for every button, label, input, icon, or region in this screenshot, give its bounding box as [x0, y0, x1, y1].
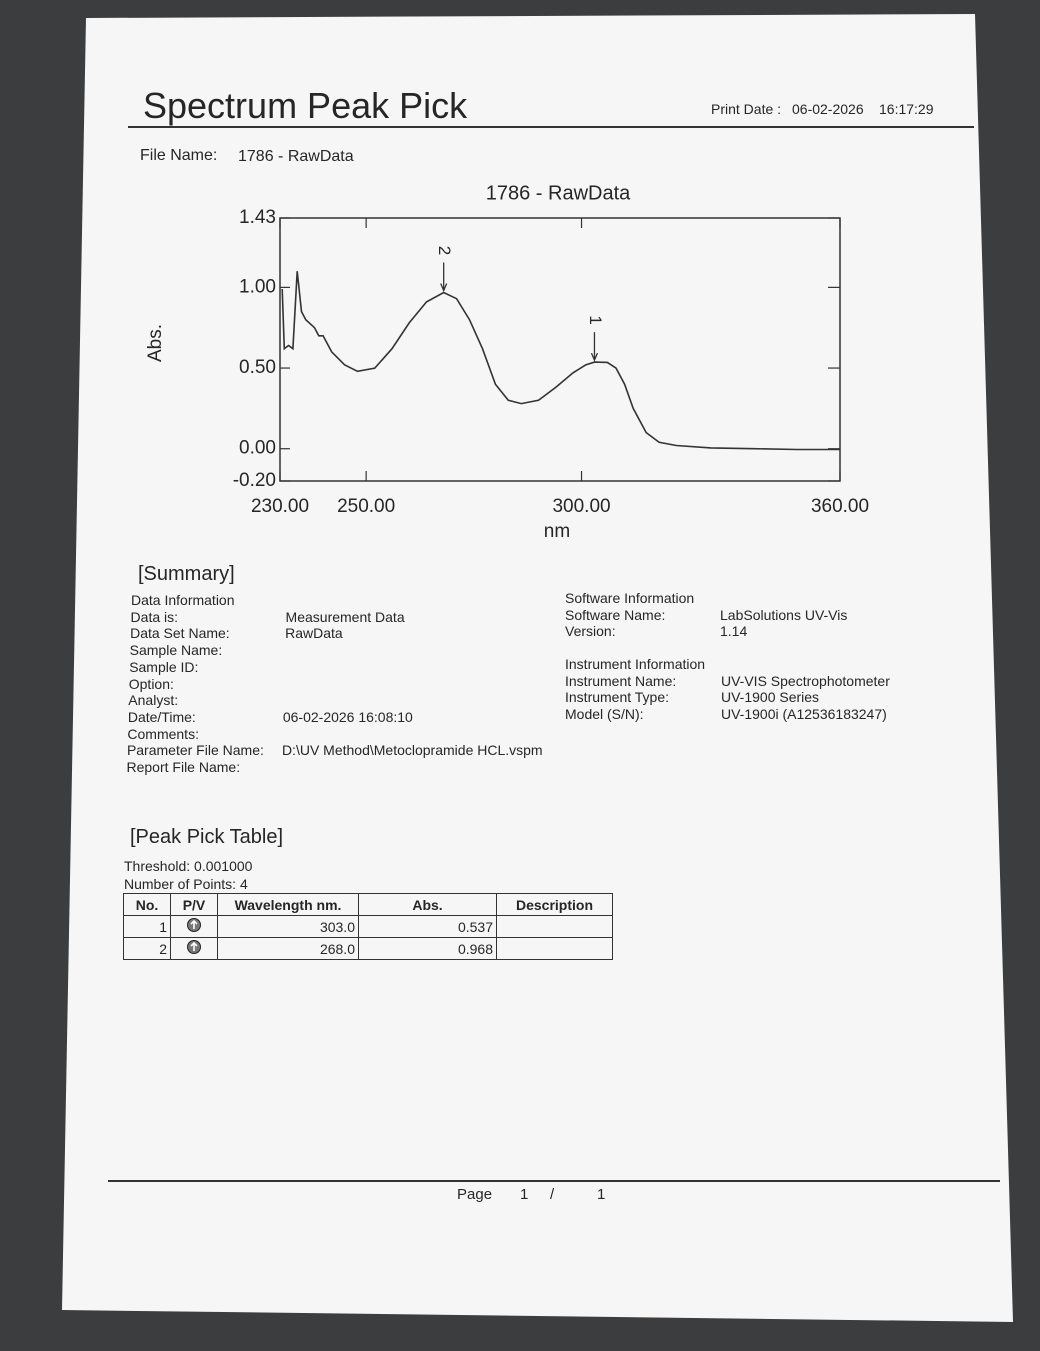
title: Spectrum Peak Pick: [143, 85, 468, 126]
no-cell: 1: [123, 915, 171, 938]
y-tick-label: 1.43: [239, 207, 276, 228]
y-tick-label: -0.20: [233, 470, 276, 491]
header-row: No. P/V Wavelength nm. Abs. Description: [123, 893, 613, 916]
field-label: Instrument Type:: [565, 689, 670, 706]
peak-table-title: [Peak Pick Table]: [130, 826, 284, 848]
section-heading: Data Information: [131, 592, 235, 608]
peak-icon: [187, 940, 201, 954]
page-label: Page: [457, 1186, 493, 1203]
field-value: 06-02-2026 16:08:10: [282, 708, 413, 725]
description-cell: [496, 937, 613, 960]
abs-cell: 0.968: [358, 937, 497, 960]
threshold: Threshold: 0.001000: [124, 858, 253, 874]
field-label: Instrument Name:: [565, 672, 677, 689]
summary-title: [Summary]: [138, 563, 235, 585]
x-tick-label: 230.00: [251, 496, 309, 517]
print-time: 16:17:29: [879, 101, 934, 117]
description-cell: [496, 915, 613, 938]
y-tick-label: 0.50: [239, 357, 276, 378]
column-header: No.: [123, 893, 171, 916]
pv-cell: [170, 915, 218, 938]
chart-title: 1786 - RawData: [486, 182, 631, 204]
print-date-label: Print Date :: [711, 101, 782, 117]
field-value: LabSolutions UV-Vis: [720, 606, 848, 623]
abs-cell: 0.537: [358, 915, 497, 938]
table-row: 1 303.0 0.537: [123, 915, 613, 938]
file-name: 1786 - RawData: [238, 148, 354, 165]
y-axis-label: Abs.: [145, 324, 166, 362]
x-tick-label: 250.00: [337, 496, 395, 517]
column-header: P/V: [170, 893, 218, 916]
file-label: File Name:: [140, 147, 218, 164]
field-label: Version:: [565, 623, 616, 640]
field-label: Report File Name:: [126, 759, 241, 775]
field-value: UV-1900 Series: [721, 689, 820, 706]
peak-arrow: [440, 262, 448, 293]
field-label: Sample ID:: [129, 658, 199, 675]
field-label: Software Name:: [565, 606, 666, 623]
chart: 1786 - RawData nm Abs. -0.20 0.00 0.50 1.00 1.4…: [145, 182, 869, 542]
page-count: 1: [597, 1186, 606, 1203]
pv-cell: [170, 937, 218, 960]
plot-frame: [279, 217, 841, 482]
field-label: Sample Name:: [129, 642, 223, 659]
field-label: Comments:: [127, 725, 199, 742]
x-tick-label: 360.00: [811, 496, 869, 517]
rule: [128, 126, 974, 128]
x-axis-label: nm: [544, 521, 570, 542]
field-label: Date/Time:: [127, 708, 196, 725]
peak-icon: [187, 918, 201, 932]
y-tick-label: 0.00: [239, 438, 276, 459]
column-header: Wavelength nm.: [217, 893, 359, 916]
field-label: Data is:: [130, 608, 179, 625]
y-tick-label: 1.00: [239, 276, 276, 297]
field-value: UV-1900i (A12536183247): [721, 706, 887, 723]
field-label: Data Set Name:: [130, 625, 230, 642]
field-value: UV-VIS Spectrophotometer: [721, 672, 890, 689]
page-number: 1: [520, 1186, 529, 1203]
wavelength-cell: 303.0: [217, 915, 359, 938]
peak-label: 2: [435, 246, 454, 255]
spectrum-line: [281, 271, 840, 451]
field-label: Model (S/N):: [565, 706, 644, 723]
page-separator: /: [550, 1186, 555, 1203]
column-header: Description: [496, 893, 613, 916]
field-label: Analyst:: [128, 692, 179, 709]
footer-rule: [108, 1180, 1000, 1182]
no-cell: 2: [123, 937, 171, 960]
table-row: 2 268.0 0.968: [123, 937, 613, 960]
peak-table: No. P/V Wavelength nm. Abs. Description 1 303.…: [123, 893, 613, 960]
column-header: Abs.: [358, 893, 497, 916]
field-value: Measurement Data: [285, 608, 405, 625]
section-heading: Software Information: [565, 590, 695, 606]
peak-label: 1: [586, 315, 605, 324]
field-value: D:\UV Method\Metoclopramide HCL.vspm: [281, 742, 543, 759]
field-value: 1.14: [720, 623, 748, 640]
peak-arrow: [590, 332, 599, 362]
field-label: Parameter File Name:: [126, 742, 264, 759]
print-date: 06-02-2026: [792, 101, 864, 117]
field-value: RawData: [285, 625, 343, 642]
wavelength-cell: 268.0: [217, 937, 359, 960]
x-tick-label: 300.00: [552, 496, 610, 517]
field-label: Option:: [128, 675, 174, 692]
points: Number of Points: 4: [124, 876, 248, 892]
section-heading: Instrument Information: [565, 656, 706, 672]
